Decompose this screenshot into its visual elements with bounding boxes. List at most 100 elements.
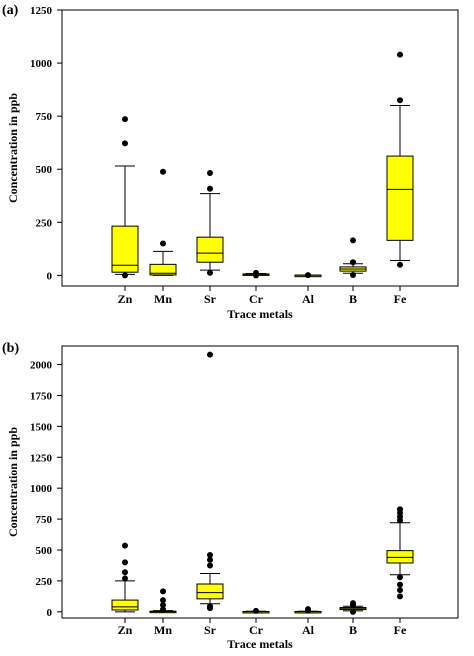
- iqr-box: [111, 225, 139, 273]
- y-tick-label: 1250: [30, 452, 53, 464]
- x-tick-label-b: B: [349, 623, 357, 637]
- panel-a-x-axis: Zn Mn Sr Cr Al B Fe: [118, 286, 407, 306]
- y-tick-label: 0: [47, 607, 53, 619]
- x-tick-label-sr: Sr: [204, 623, 217, 637]
- iqr-box: [111, 599, 139, 611]
- panel-a-chart: (a) 0 250 500 750 1000 1250 Zn Mn Sr Cr Al B Fe Tra…: [2, 3, 459, 321]
- outlier-point: [397, 506, 403, 513]
- iqr-box: [386, 550, 414, 564]
- outlier-point: [207, 269, 213, 276]
- outlier-point: [122, 140, 128, 147]
- outlier-point: [397, 97, 403, 104]
- outlier-point: [397, 593, 403, 600]
- box-sr: [196, 351, 224, 612]
- x-tick-label-b: B: [349, 292, 357, 306]
- x-tick-label-fe: Fe: [394, 623, 407, 637]
- panel-a-y-axis-title: Concentration in ppb: [6, 93, 20, 203]
- y-tick-label: 250: [36, 576, 53, 588]
- x-tick-label-sr: Sr: [204, 292, 217, 306]
- y-tick-label: 250: [36, 217, 53, 229]
- box-zn: [111, 116, 139, 279]
- box-al: [294, 272, 322, 279]
- y-tick-label: 500: [36, 164, 53, 176]
- panel-b-x-axis: Zn Mn Sr Cr Al B Fe: [118, 618, 407, 637]
- panel-a-boxes: [111, 51, 414, 279]
- x-tick-label-zn: Zn: [118, 292, 133, 306]
- y-tick-label: 750: [36, 111, 53, 123]
- box-b: [339, 237, 367, 278]
- outlier-point: [397, 574, 403, 581]
- x-tick-label-cr: Cr: [249, 623, 264, 637]
- y-tick-label: 1000: [30, 58, 53, 70]
- iqr-box: [196, 236, 224, 263]
- box-cr: [242, 269, 270, 279]
- outlier-point: [207, 185, 213, 192]
- outlier-point: [350, 271, 356, 278]
- x-tick-label-zn: Zn: [118, 623, 133, 637]
- outlier-point: [207, 351, 213, 358]
- box-mn: [149, 588, 177, 614]
- outlier-point: [397, 587, 403, 594]
- outlier-point: [397, 261, 403, 268]
- outlier-point: [253, 269, 259, 276]
- y-tick-label: 2000: [30, 360, 53, 372]
- outlier-point: [350, 600, 356, 607]
- outlier-point: [253, 607, 259, 614]
- outlier-point: [207, 562, 213, 569]
- outlier-point: [305, 272, 311, 279]
- iqr-box: [196, 583, 224, 600]
- panel-a-y-axis: 0 250 500 750 1000 1250: [30, 5, 62, 282]
- box-zn: [111, 542, 139, 613]
- x-tick-label-al: Al: [302, 623, 315, 637]
- panel-a-label: (a): [2, 3, 19, 18]
- box-sr: [196, 170, 224, 276]
- box-fe: [386, 506, 414, 600]
- iqr-box: [386, 155, 414, 241]
- y-tick-label: 750: [36, 514, 53, 526]
- x-tick-label-al: Al: [302, 292, 315, 306]
- panel-b-boxes: [111, 351, 414, 615]
- panel-b-x-axis-title: Trace metals: [227, 637, 293, 651]
- iqr-box: [149, 263, 177, 276]
- outlier-point: [350, 608, 356, 615]
- outlier-point: [160, 606, 166, 613]
- outlier-point: [122, 116, 128, 123]
- outlier-point: [122, 569, 128, 576]
- y-tick-label: 1250: [30, 5, 53, 17]
- outlier-point: [397, 581, 403, 588]
- outlier-point: [160, 240, 166, 247]
- y-tick-label: 1500: [30, 421, 53, 433]
- outlier-point: [207, 556, 213, 563]
- outlier-point: [350, 259, 356, 266]
- outlier-point: [207, 170, 213, 177]
- panel-a-x-axis-title: Trace metals: [227, 307, 293, 321]
- outlier-point: [122, 272, 128, 279]
- outlier-point: [122, 559, 128, 566]
- y-tick-label: 1750: [30, 390, 53, 402]
- x-tick-label-cr: Cr: [249, 292, 264, 306]
- y-tick-label: 1000: [30, 483, 53, 495]
- box-fe: [386, 51, 414, 268]
- x-tick-label-fe: Fe: [394, 292, 407, 306]
- panel-b-label: (b): [2, 341, 19, 356]
- outlier-point: [160, 602, 166, 609]
- panel-a-plot-frame: [61, 9, 459, 287]
- x-tick-label-mn: Mn: [154, 623, 172, 637]
- outlier-point: [160, 168, 166, 175]
- outlier-point: [122, 542, 128, 549]
- outlier-point: [305, 606, 311, 613]
- outlier-point: [122, 575, 128, 582]
- outlier-point: [207, 551, 213, 558]
- outlier-point: [160, 588, 166, 595]
- box-cr: [242, 607, 270, 614]
- box-al: [294, 606, 322, 614]
- y-tick-label: 500: [36, 545, 53, 557]
- box-mn: [149, 168, 177, 276]
- panel-b-plot-frame: [61, 345, 459, 619]
- panel-b-y-axis: 0 250 500 750 1000 1250 1500 1750 2000: [30, 360, 62, 619]
- outlier-point: [397, 51, 403, 58]
- outlier-point: [160, 597, 166, 604]
- box-b: [339, 600, 367, 615]
- panel-b-y-axis-title: Concentration in ppb: [6, 427, 20, 537]
